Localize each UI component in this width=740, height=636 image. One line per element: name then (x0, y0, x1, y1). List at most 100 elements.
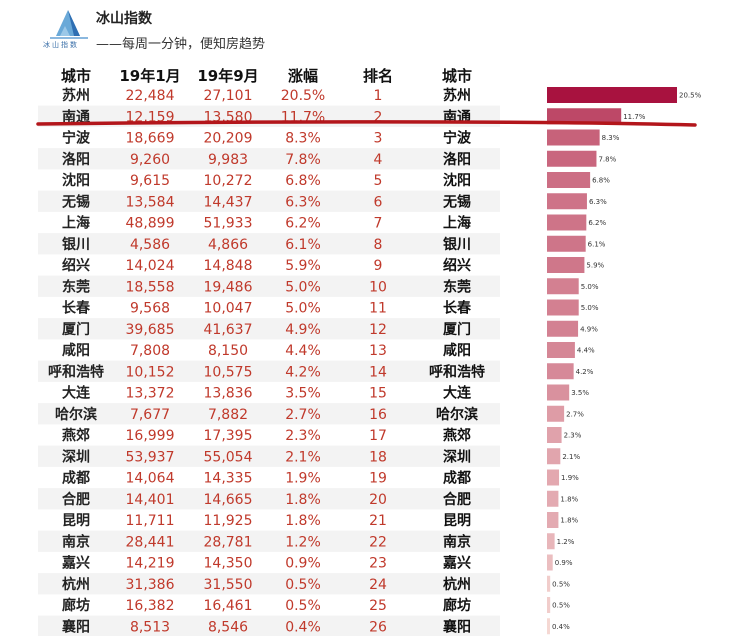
bar-value-label: 5.0% (581, 283, 599, 291)
bar-category-label: 东莞 (443, 278, 471, 295)
row-stripe (38, 573, 500, 595)
bar-value-label: 0.5% (552, 580, 570, 588)
value-cell: 1.9% (285, 471, 321, 487)
column-header-right-city: 城市 (442, 67, 472, 85)
bar-value-label: 2.7% (566, 410, 584, 418)
value-cell: 53,937 (126, 449, 175, 465)
bar-category-label: 长春 (443, 300, 472, 317)
column-header: 涨幅 (288, 67, 318, 85)
value-cell: 28,781 (204, 534, 253, 550)
bar-category-label: 厦门 (443, 321, 471, 338)
value-cell: 1.8% (285, 492, 321, 508)
bar (547, 512, 559, 528)
bar-category-label: 深圳 (443, 448, 471, 465)
bar-category-label: 嘉兴 (442, 555, 471, 572)
value-cell: 10,575 (204, 364, 253, 380)
value-cell: 10,272 (204, 173, 253, 189)
city-cell: 哈尔滨 (55, 406, 97, 423)
table-row: 嘉兴 14,219 14,350 0.9% 23 嘉兴 (61, 555, 471, 572)
row-stripe (38, 530, 500, 552)
city-cell: 燕郊 (62, 427, 90, 444)
city-cell: 南京 (62, 533, 90, 550)
value-cell: 16,999 (126, 428, 175, 444)
row-stripe (38, 318, 500, 340)
bar (547, 405, 565, 422)
value-cell: 13 (369, 343, 387, 359)
value-cell: 14,665 (204, 492, 253, 508)
value-cell: 3 (374, 131, 383, 147)
value-cell: 26 (369, 619, 387, 635)
bar (547, 554, 553, 571)
city-cell: 呼和浩特 (48, 363, 104, 380)
value-cell: 13,836 (204, 386, 253, 402)
header: 冰山指数 冰山指数 ——每周一分钟，便知房趋势 (0, 0, 740, 60)
table-row: 长春 9,568 10,047 5.0% 11 长春 (62, 300, 472, 317)
bar (547, 150, 597, 167)
value-cell: 20 (369, 492, 387, 508)
bar-category-label: 杭州 (443, 576, 471, 593)
value-cell: 7,677 (130, 407, 170, 423)
column-headers: 城市 19年1月 19年9月 涨幅 排名 城市 (61, 67, 472, 85)
bar-value-label: 20.5% (679, 92, 702, 100)
column-header: 排名 (363, 67, 393, 85)
value-cell: 5 (374, 173, 383, 189)
row-stripe (38, 403, 500, 425)
value-cell: 0.5% (285, 598, 321, 614)
value-cell: 4 (374, 152, 383, 168)
value-cell: 5.0% (285, 301, 321, 317)
bar-value-label: 8.3% (602, 134, 620, 142)
city-cell: 合肥 (62, 491, 90, 508)
table-row: 无锡 13,584 14,437 6.3% 6 无锡 (61, 193, 471, 210)
value-cell: 8,513 (130, 619, 170, 635)
value-cell: 9,568 (130, 301, 170, 317)
table-row: 深圳 53,937 55,054 2.1% 18 深圳 (62, 448, 471, 465)
city-cell: 咸阳 (62, 342, 90, 359)
city-cell: 长春 (62, 300, 91, 317)
value-cell: 2.3% (285, 428, 321, 444)
value-cell: 5.0% (285, 279, 321, 295)
bar-category-label: 沈阳 (443, 172, 471, 189)
value-cell: 14,401 (126, 492, 175, 508)
value-cell: 28,441 (126, 534, 175, 550)
value-cell: 9,983 (208, 152, 248, 168)
value-cell: 10,047 (204, 301, 253, 317)
bar-category-label: 廊坊 (443, 597, 471, 614)
city-cell: 深圳 (62, 448, 90, 465)
bar-value-label: 1.8% (560, 517, 578, 525)
table-row: 咸阳 7,808 8,150 4.4% 13 咸阳 (62, 342, 471, 359)
value-cell: 51,933 (204, 216, 253, 232)
row-stripes (38, 105, 500, 636)
bar-value-label: 4.2% (576, 368, 594, 376)
row-stripe (38, 445, 500, 467)
value-cell: 14,437 (204, 194, 253, 210)
bar-value-label: 7.8% (598, 155, 616, 163)
bar-value-label: 1.8% (560, 495, 578, 503)
value-cell: 0.4% (285, 619, 321, 635)
value-cell: 8,150 (208, 343, 248, 359)
city-cell: 宁波 (62, 130, 91, 147)
value-cell: 16 (369, 407, 387, 423)
bar (547, 257, 585, 273)
value-cell: 14 (369, 364, 387, 380)
city-cell: 成都 (62, 470, 90, 487)
value-cell: 17 (369, 428, 387, 444)
city-cell: 上海 (62, 215, 90, 232)
bar-category-label: 成都 (443, 470, 471, 487)
value-cell: 19,486 (204, 279, 253, 295)
bar-category-label: 哈尔滨 (436, 406, 478, 423)
value-cell: 12 (369, 322, 387, 338)
table-row: 大连 13,372 13,836 3.5% 15 大连 (62, 385, 472, 402)
column-header: 城市 (61, 67, 91, 85)
highlight-underline (36, 120, 697, 127)
bar-category-label: 咸阳 (443, 342, 471, 359)
table-row: 沈阳 9,615 10,272 6.8% 5 沈阳 (62, 172, 471, 189)
value-cell: 18,558 (126, 279, 175, 295)
table-row: 苏州 22,484 27,101 20.5% 1 苏州 (62, 87, 471, 104)
value-cell: 8.3% (285, 131, 321, 147)
city-cell: 苏州 (62, 87, 90, 104)
bar-category-label: 燕郊 (443, 427, 471, 444)
value-cell: 2 (374, 109, 383, 125)
table-row: 洛阳 9,260 9,983 7.8% 4 洛阳 (62, 151, 471, 168)
bar-category-label: 南京 (443, 533, 471, 550)
logo-name: 冰山指数 (96, 11, 152, 27)
